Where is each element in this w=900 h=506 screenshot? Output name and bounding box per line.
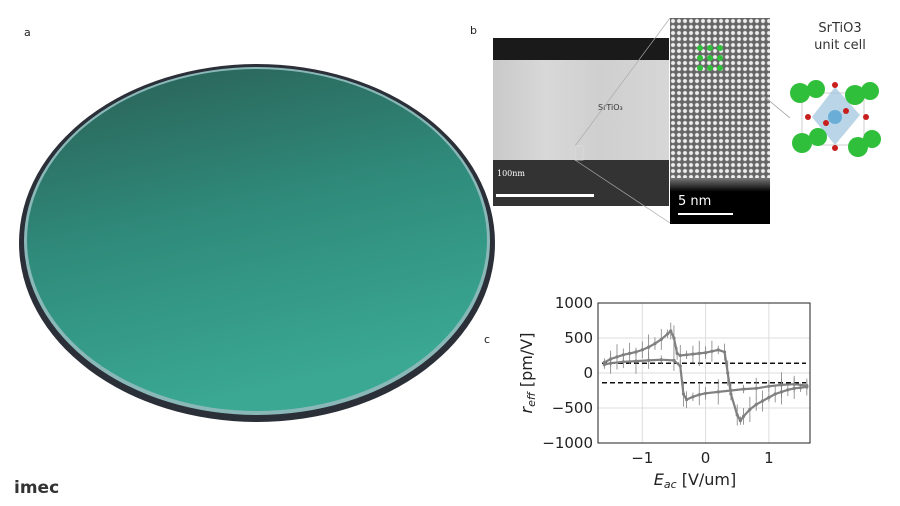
data-point bbox=[792, 382, 796, 386]
data-point bbox=[710, 349, 714, 353]
data-point bbox=[697, 393, 701, 397]
plot-frame bbox=[597, 302, 811, 444]
hrtem-zoom-image: 5 nm bbox=[670, 18, 770, 224]
panel-label-b: b bbox=[470, 24, 477, 37]
data-point bbox=[716, 348, 720, 352]
tem-image: SrTiO₃ 100nm bbox=[493, 38, 669, 206]
data-point bbox=[678, 364, 682, 368]
data-point bbox=[647, 345, 651, 349]
data-point bbox=[798, 386, 803, 390]
data-point bbox=[684, 398, 689, 402]
y-tick-label: 1000 bbox=[555, 294, 593, 312]
scale-label-5nm: 5 nm bbox=[678, 194, 712, 209]
data-point bbox=[729, 388, 733, 393]
wafer-photo bbox=[19, 64, 495, 422]
data-point bbox=[634, 359, 638, 363]
data-point bbox=[741, 387, 746, 391]
data-point bbox=[754, 386, 758, 390]
data-point bbox=[754, 402, 758, 407]
data-point bbox=[738, 419, 742, 423]
scale-bar bbox=[496, 194, 594, 197]
data-point bbox=[669, 329, 673, 333]
data-point bbox=[615, 355, 619, 359]
reff-hysteresis-chart: −1 0 1 −1000 −500 0 500 1000 Eac [V/um] reff [p… bbox=[517, 294, 811, 491]
data-point bbox=[703, 391, 708, 395]
data-point bbox=[773, 392, 777, 396]
data-point bbox=[678, 353, 682, 358]
data-point bbox=[735, 413, 739, 417]
data-point bbox=[672, 336, 676, 340]
data-point bbox=[716, 390, 720, 394]
data-point bbox=[691, 352, 695, 356]
data-point bbox=[659, 358, 663, 362]
scale-bar-small bbox=[678, 213, 733, 215]
data-point bbox=[684, 353, 689, 357]
data-point bbox=[666, 332, 670, 336]
data-point bbox=[647, 358, 651, 362]
data-point bbox=[621, 360, 625, 364]
unit-cell-illustration bbox=[790, 80, 881, 157]
data-point bbox=[672, 358, 676, 362]
data-point bbox=[722, 350, 727, 354]
unit-cell-title: SrTiO3 bbox=[818, 21, 862, 36]
data-point bbox=[628, 351, 632, 355]
y-axis-label: reff [pm/V] bbox=[517, 333, 538, 414]
data-point bbox=[621, 353, 625, 357]
scale-label-100nm: 100nm bbox=[497, 169, 526, 178]
data-point bbox=[779, 383, 784, 387]
data-point bbox=[681, 392, 686, 396]
film-label: SrTiO₃ bbox=[598, 103, 623, 112]
data-point bbox=[748, 407, 752, 411]
data-point bbox=[805, 384, 809, 388]
x-axis-label: Eac [V/um] bbox=[654, 470, 737, 491]
data-point bbox=[741, 414, 746, 418]
y-tick-label: −500 bbox=[552, 399, 593, 417]
zoom-connector-lines bbox=[574, 18, 790, 224]
data-point bbox=[640, 348, 644, 352]
unit-cell-subtitle: unit cell bbox=[814, 38, 866, 53]
data-point bbox=[760, 399, 765, 403]
panel-label-a: a bbox=[24, 26, 31, 39]
data-point bbox=[675, 351, 679, 355]
data-point bbox=[767, 395, 771, 400]
data-point bbox=[609, 361, 613, 365]
data-point bbox=[659, 337, 663, 341]
data-point bbox=[691, 395, 695, 399]
data-point bbox=[767, 384, 771, 388]
y-tick-label: 500 bbox=[564, 329, 593, 347]
data-point bbox=[726, 371, 730, 375]
imec-logo: imec bbox=[14, 478, 60, 498]
data-point bbox=[653, 342, 657, 346]
y-tick-label: 0 bbox=[583, 364, 593, 382]
panel-label-c: c bbox=[484, 333, 491, 346]
x-tick-label: 1 bbox=[764, 449, 774, 467]
x-tick-label: −1 bbox=[631, 449, 653, 467]
data-point bbox=[697, 351, 701, 355]
data-point bbox=[786, 388, 790, 392]
x-tick-label: 0 bbox=[701, 449, 711, 467]
data-point bbox=[602, 363, 606, 367]
data-point bbox=[703, 351, 708, 355]
y-tick-label: −1000 bbox=[542, 434, 593, 452]
